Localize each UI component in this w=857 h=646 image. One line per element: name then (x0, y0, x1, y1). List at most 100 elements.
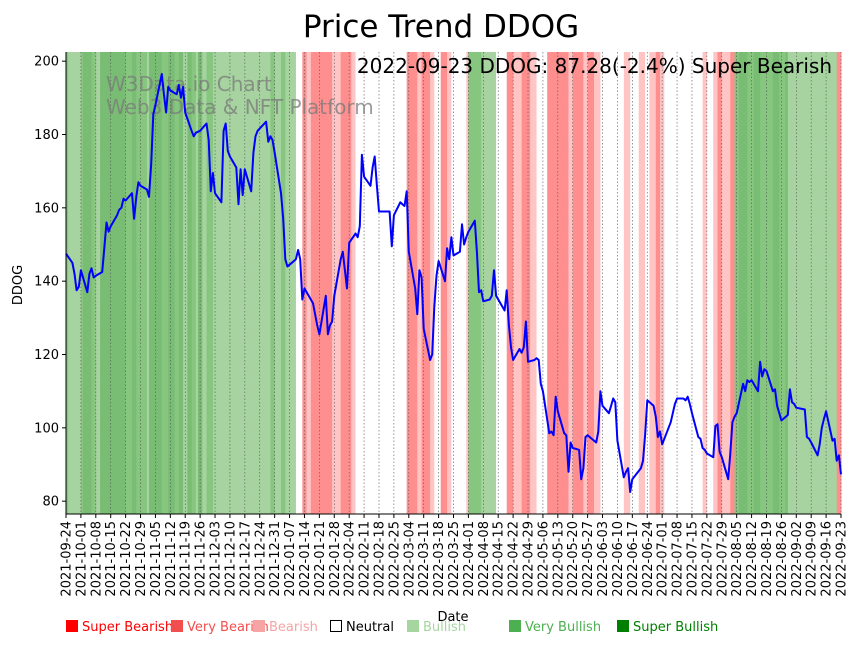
x-tick-label: 2022-04-22 (507, 521, 522, 597)
regime-band-bearish (721, 52, 731, 514)
regime-band-super-bullish (132, 52, 137, 514)
x-tick-label: 2021-11-19 (179, 521, 194, 597)
x-tick-label: 2021-11-05 (149, 521, 164, 597)
legend-item-very-bearish: Very Bearish (171, 620, 269, 635)
x-tick-label: 2021-12-03 (209, 521, 224, 597)
regime-band-neutral (600, 52, 625, 514)
regime-band-very-bullish (136, 52, 148, 514)
x-tick-label: 2022-01-21 (313, 521, 328, 597)
regime-band-neutral (355, 52, 359, 514)
regime-band-bullish (95, 52, 101, 514)
y-tick-label: 160 (34, 201, 59, 216)
regime-band-bearish (447, 52, 452, 514)
x-tick-label: 2022-02-04 (343, 521, 358, 597)
x-tick-label: 2022-03-18 (432, 521, 447, 597)
x-tick-label: 2022-06-17 (626, 521, 641, 597)
regime-band-very-bullish (468, 52, 482, 514)
regime-legend: Super Bearish Very Bearish Bearish Neutral B… (66, 620, 846, 640)
y-axis: 80 100 120 140 160 180 200 (34, 55, 66, 510)
regime-band-very-bearish (655, 52, 661, 514)
regime-band-bearish (638, 52, 646, 514)
x-tick-label: 2022-08-12 (745, 521, 760, 597)
legend-swatch (509, 620, 521, 632)
regime-band-bearish (583, 52, 589, 514)
regime-band-super-bullish (738, 52, 748, 514)
legend-item-super-bearish: Super Bearish (66, 620, 173, 635)
x-axis-label: Date (437, 610, 468, 625)
x-tick-label: 2022-03-11 (417, 521, 432, 597)
regime-band-neutral (706, 52, 714, 514)
x-tick-label: 2022-06-10 (611, 521, 626, 597)
regime-band-bearish (649, 52, 657, 514)
regime-band-bullish (195, 52, 199, 514)
chart-title: Price Trend DDOG (303, 9, 579, 45)
x-tick-label: 2022-08-19 (760, 521, 775, 597)
regime-band-bearish (713, 52, 718, 514)
x-tick-label: 2021-10-08 (89, 521, 104, 597)
x-tick-label: 2021-12-31 (268, 521, 283, 597)
regime-band-bearish (702, 52, 708, 514)
x-tick-label: 2022-06-03 (596, 521, 611, 597)
vertical-gridlines (65, 52, 842, 514)
regime-band-super-bullish (178, 52, 184, 514)
legend-label: Bullish (423, 620, 467, 635)
regime-band-very-bullish (206, 52, 214, 514)
legend-swatch (66, 620, 78, 632)
regime-band-super-bullish (753, 52, 761, 514)
x-tick-label: 2022-07-22 (700, 521, 715, 597)
y-tick-label: 120 (34, 348, 59, 363)
x-tick-label: 2022-07-29 (715, 521, 730, 597)
regime-band-very-bullish (80, 52, 84, 514)
legend-item-super-bullish: Super Bullish (617, 620, 718, 635)
legend-item-very-bullish: Very Bullish (509, 620, 601, 635)
x-tick-label: 2022-08-26 (775, 521, 790, 597)
regime-band-bearish (466, 52, 469, 514)
x-tick-label: 2022-05-20 (566, 521, 581, 597)
regime-band-bearish (306, 52, 312, 514)
x-tick-label: 2022-02-25 (387, 521, 402, 597)
latest-price-annotation: 2022-09-23 DDOG: 87.28(-2.4%) Super Bear… (357, 54, 832, 78)
regime-band-neutral (536, 52, 548, 514)
legend-label: Very Bearish (187, 620, 269, 635)
x-tick-label: 2022-01-14 (298, 521, 313, 597)
regime-band-bearish (351, 52, 356, 514)
regime-band-very-bullish (270, 52, 276, 514)
legend-label: Super Bearish (82, 620, 174, 635)
y-axis-label: DDOG (11, 265, 26, 305)
regime-band-neutral (434, 52, 442, 514)
regime-band-very-bearish (521, 52, 531, 514)
x-axis: 2021-09-24 2021-10-01 2021-10-08 2021-10-15… (60, 514, 850, 597)
x-tick-label: 2022-04-08 (477, 521, 492, 597)
regime-band-bullish (285, 52, 297, 514)
y-tick-label: 200 (34, 55, 59, 70)
watermark-line-1: W3Data.io Chart (106, 72, 272, 96)
y-tick-label: 100 (34, 421, 59, 436)
x-tick-label: 2022-01-28 (328, 521, 343, 597)
regime-band-very-bullish (91, 52, 97, 514)
legend-swatch (171, 620, 183, 632)
x-tick-label: 2022-04-15 (492, 521, 507, 597)
x-tick-label: 2022-08-05 (730, 521, 745, 597)
legend-swatch (253, 620, 265, 632)
regime-band-neutral (664, 52, 704, 514)
x-tick-label: 2022-01-07 (283, 521, 298, 597)
regime-band-very-bullish (281, 52, 286, 514)
x-tick-label: 2022-05-13 (551, 521, 566, 597)
regime-band-bearish (513, 52, 523, 514)
legend-label: Bearish (269, 620, 318, 635)
x-tick-label: 2022-09-23 (835, 521, 850, 597)
legend-swatch (407, 620, 419, 632)
regime-band-very-bearish (572, 52, 584, 514)
legend-item-bullish: Bullish (407, 620, 466, 635)
x-tick-label: 2022-09-16 (820, 521, 835, 597)
x-tick-label: 2021-10-29 (134, 521, 149, 597)
x-tick-label: 2021-09-24 (60, 521, 75, 597)
regime-band-very-bullish (191, 52, 197, 514)
price-line (65, 73, 842, 493)
regime-band-neutral (357, 52, 408, 514)
x-tick-label: 2022-07-15 (685, 521, 700, 597)
x-tick-label: 2022-05-06 (536, 521, 551, 597)
x-tick-label: 2022-03-04 (402, 521, 417, 597)
x-tick-label: 2022-02-11 (358, 521, 373, 597)
regime-band-super-bullish (100, 52, 127, 514)
